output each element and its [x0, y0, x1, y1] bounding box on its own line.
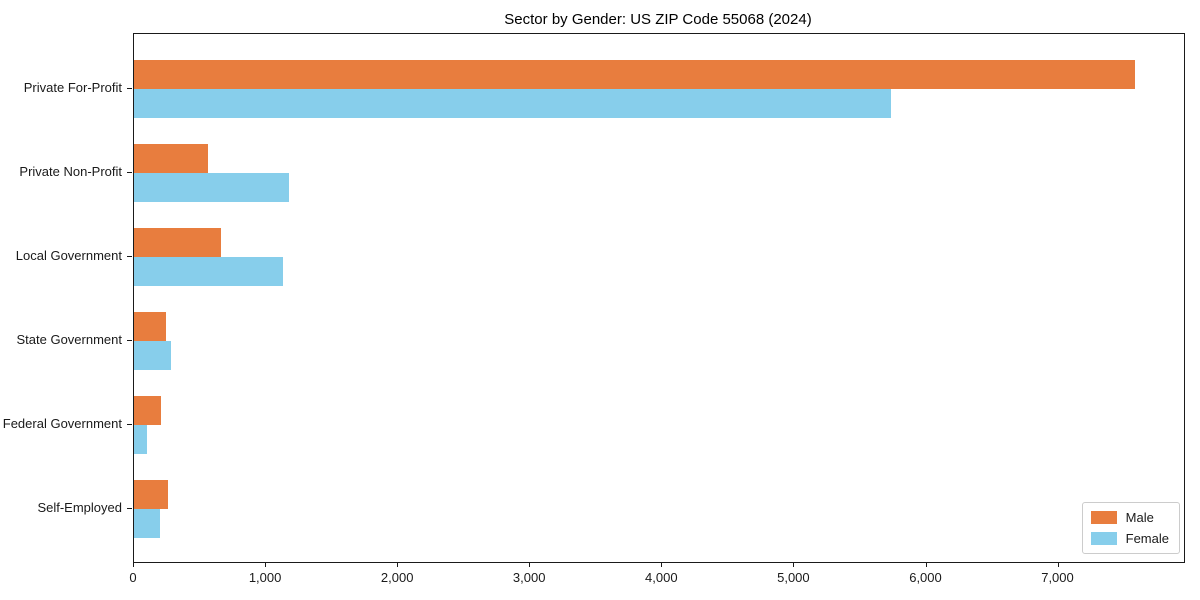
x-tick-label-7-000: 7,000 [1041, 570, 1074, 585]
x-tick-label-3-000: 3,000 [512, 570, 546, 585]
legend-label-female: Female [1125, 531, 1169, 546]
x-tick [661, 562, 663, 567]
y-tick [127, 172, 132, 173]
x-tick-label-4-000: 4,000 [645, 570, 678, 585]
x-tick-label-1-000: 1,000 [248, 570, 282, 585]
y-tick-label-federal-government: Federal Government [2, 416, 122, 431]
legend: Male Female [1081, 502, 1180, 554]
y-tick-label-local-government: Local Government [15, 248, 122, 263]
y-tick-label-self-employed: Self-Employed [37, 500, 122, 515]
bar-female-local-government [134, 257, 284, 286]
y-tick [127, 424, 132, 425]
x-tick-label-6-000: 6,000 [909, 570, 942, 585]
y-tick [127, 340, 132, 341]
y-tick-label-private-for-profit: Private For-Profit [23, 80, 122, 95]
y-tick-label-state-government: State Government [16, 332, 123, 347]
bar-female-self-employed [134, 509, 161, 538]
x-tick [1057, 562, 1059, 567]
bar-male-private-for-profit [134, 60, 1136, 89]
legend-swatch-male [1090, 511, 1117, 524]
x-tick [529, 562, 531, 567]
x-tick-label-2-000: 2,000 [380, 570, 414, 585]
x-tick [925, 562, 927, 567]
y-tick [127, 88, 132, 89]
bar-male-state-government [134, 312, 166, 341]
legend-item-male: Male [1090, 510, 1169, 525]
x-tick [397, 562, 399, 567]
x-tick [133, 562, 134, 567]
legend-swatch-female [1090, 532, 1117, 545]
bar-male-self-employed [134, 480, 168, 509]
bar-male-local-government [134, 228, 222, 257]
bar-female-private-non-profit [134, 173, 289, 202]
chart-title: Sector by Gender: US ZIP Code 55068 (202… [504, 11, 812, 28]
y-tick [127, 508, 132, 509]
legend-label-male: Male [1125, 510, 1154, 525]
bar-male-federal-government [134, 396, 162, 425]
legend-item-female: Female [1090, 531, 1169, 546]
bar-female-private-for-profit [134, 89, 891, 118]
x-tick-label-5-000: 5,000 [777, 570, 810, 585]
y-tick [127, 256, 132, 257]
x-tick [793, 562, 795, 567]
x-tick-label-0: 0 [129, 570, 137, 585]
y-tick-label-private-non-profit: Private Non-Profit [19, 164, 122, 179]
bar-female-federal-government [134, 425, 148, 454]
bar-female-state-government [134, 341, 171, 370]
bar-male-private-non-profit [134, 144, 208, 173]
x-tick [265, 562, 267, 567]
plot-area: Male Female [133, 33, 1185, 563]
